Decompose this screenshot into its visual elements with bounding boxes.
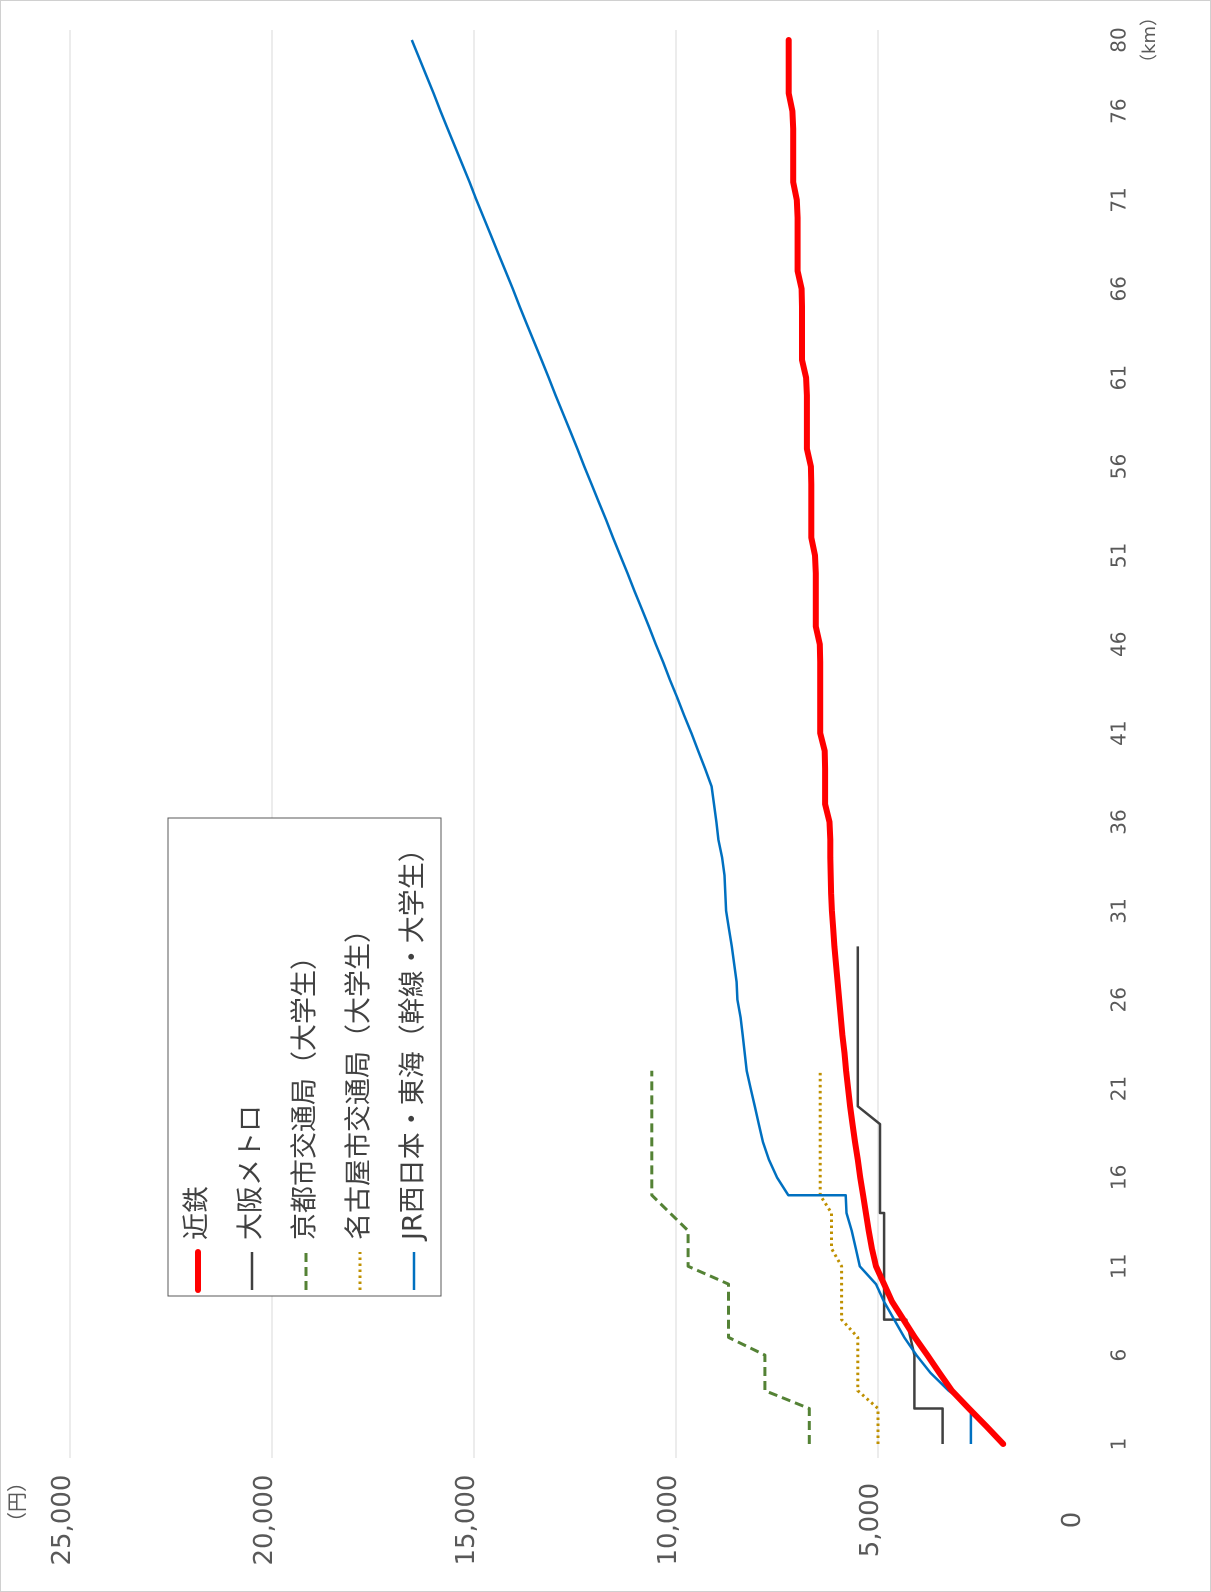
x-tick-label: 1 bbox=[1107, 1438, 1131, 1451]
y-tick-label: 25,000 bbox=[47, 1475, 77, 1566]
series-line-2 bbox=[650, 1070, 811, 1444]
y-axis-tick-labels: 0 5,000 10,000 15,000 20,000 25,000 （円） bbox=[5, 1472, 1087, 1565]
x-tick-label: 61 bbox=[1107, 365, 1131, 390]
legend-label: 大阪メトロ bbox=[236, 1105, 267, 1240]
x-tick-label: 41 bbox=[1107, 720, 1131, 745]
series-line-3 bbox=[818, 1070, 880, 1444]
x-tick-label: 66 bbox=[1107, 276, 1131, 301]
x-axis-unit: （km） bbox=[1139, 8, 1160, 72]
y-tick-label: 5,000 bbox=[855, 1483, 885, 1557]
x-tick-label: 51 bbox=[1107, 543, 1131, 568]
x-tick-label: 21 bbox=[1107, 1076, 1131, 1101]
x-tick-label: 11 bbox=[1107, 1254, 1131, 1279]
x-tick-label: 16 bbox=[1107, 1165, 1131, 1190]
y-tick-label: 20,000 bbox=[249, 1475, 279, 1566]
x-tick-label: 71 bbox=[1107, 187, 1131, 212]
legend-label: 近鉄 bbox=[182, 1186, 213, 1240]
x-tick-label: 76 bbox=[1107, 98, 1131, 123]
x-tick-label: 31 bbox=[1107, 898, 1131, 923]
legend-label: 京都市交通局（大学生） bbox=[290, 943, 321, 1240]
series-line-1 bbox=[856, 946, 944, 1444]
x-tick-label: 80 bbox=[1107, 27, 1131, 52]
legend: 近鉄 大阪メトロ 京都市交通局（大学生） 名古屋市交通局（大学生） JR西日本・東海（幹… bbox=[167, 817, 442, 1297]
x-tick-label: 46 bbox=[1107, 632, 1131, 657]
y-axis-unit: （円） bbox=[5, 1472, 29, 1532]
legend-label: JR西日本・東海（幹線・大学生） bbox=[398, 835, 429, 1242]
series-line-4 bbox=[410, 39, 973, 1444]
x-tick-label: 36 bbox=[1107, 809, 1131, 834]
series-line-0 bbox=[785, 37, 1007, 1447]
y-tick-label: 15,000 bbox=[451, 1475, 481, 1566]
legend-label: 名古屋市交通局（大学生） bbox=[344, 916, 375, 1240]
x-tick-label: 6 bbox=[1107, 1349, 1131, 1362]
legend-box bbox=[167, 817, 442, 1297]
x-tick-label: 56 bbox=[1107, 454, 1131, 479]
y-tick-label: 10,000 bbox=[653, 1475, 683, 1566]
series-lines bbox=[410, 37, 1007, 1447]
x-tick-label: 26 bbox=[1107, 987, 1131, 1012]
y-tick-label: 0 bbox=[1057, 1512, 1087, 1529]
